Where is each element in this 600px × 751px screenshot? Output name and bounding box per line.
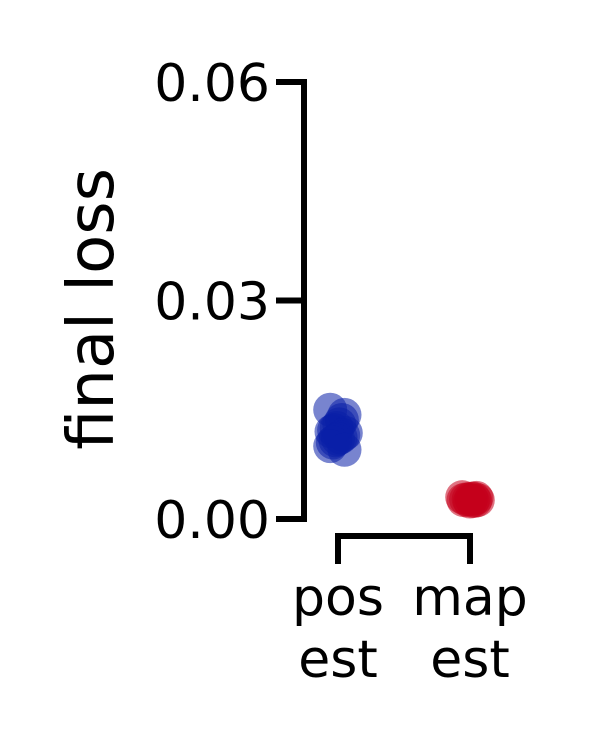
- y-axis-title: final loss: [55, 168, 129, 450]
- y-axis: 0.00 0.03 0.06: [154, 54, 307, 551]
- y-tick-label: 0.03: [154, 273, 270, 333]
- data-point: [453, 484, 487, 519]
- category-label: map: [412, 568, 528, 628]
- y-tick-label: 0.00: [154, 491, 270, 551]
- y-tick-label: 0.06: [154, 54, 270, 114]
- category-label: est: [298, 630, 377, 690]
- data-points: [313, 392, 495, 519]
- category-label: est: [430, 630, 509, 690]
- data-point: [327, 432, 362, 467]
- category-axis-bracket: [335, 533, 473, 564]
- category-label: pos: [292, 568, 384, 628]
